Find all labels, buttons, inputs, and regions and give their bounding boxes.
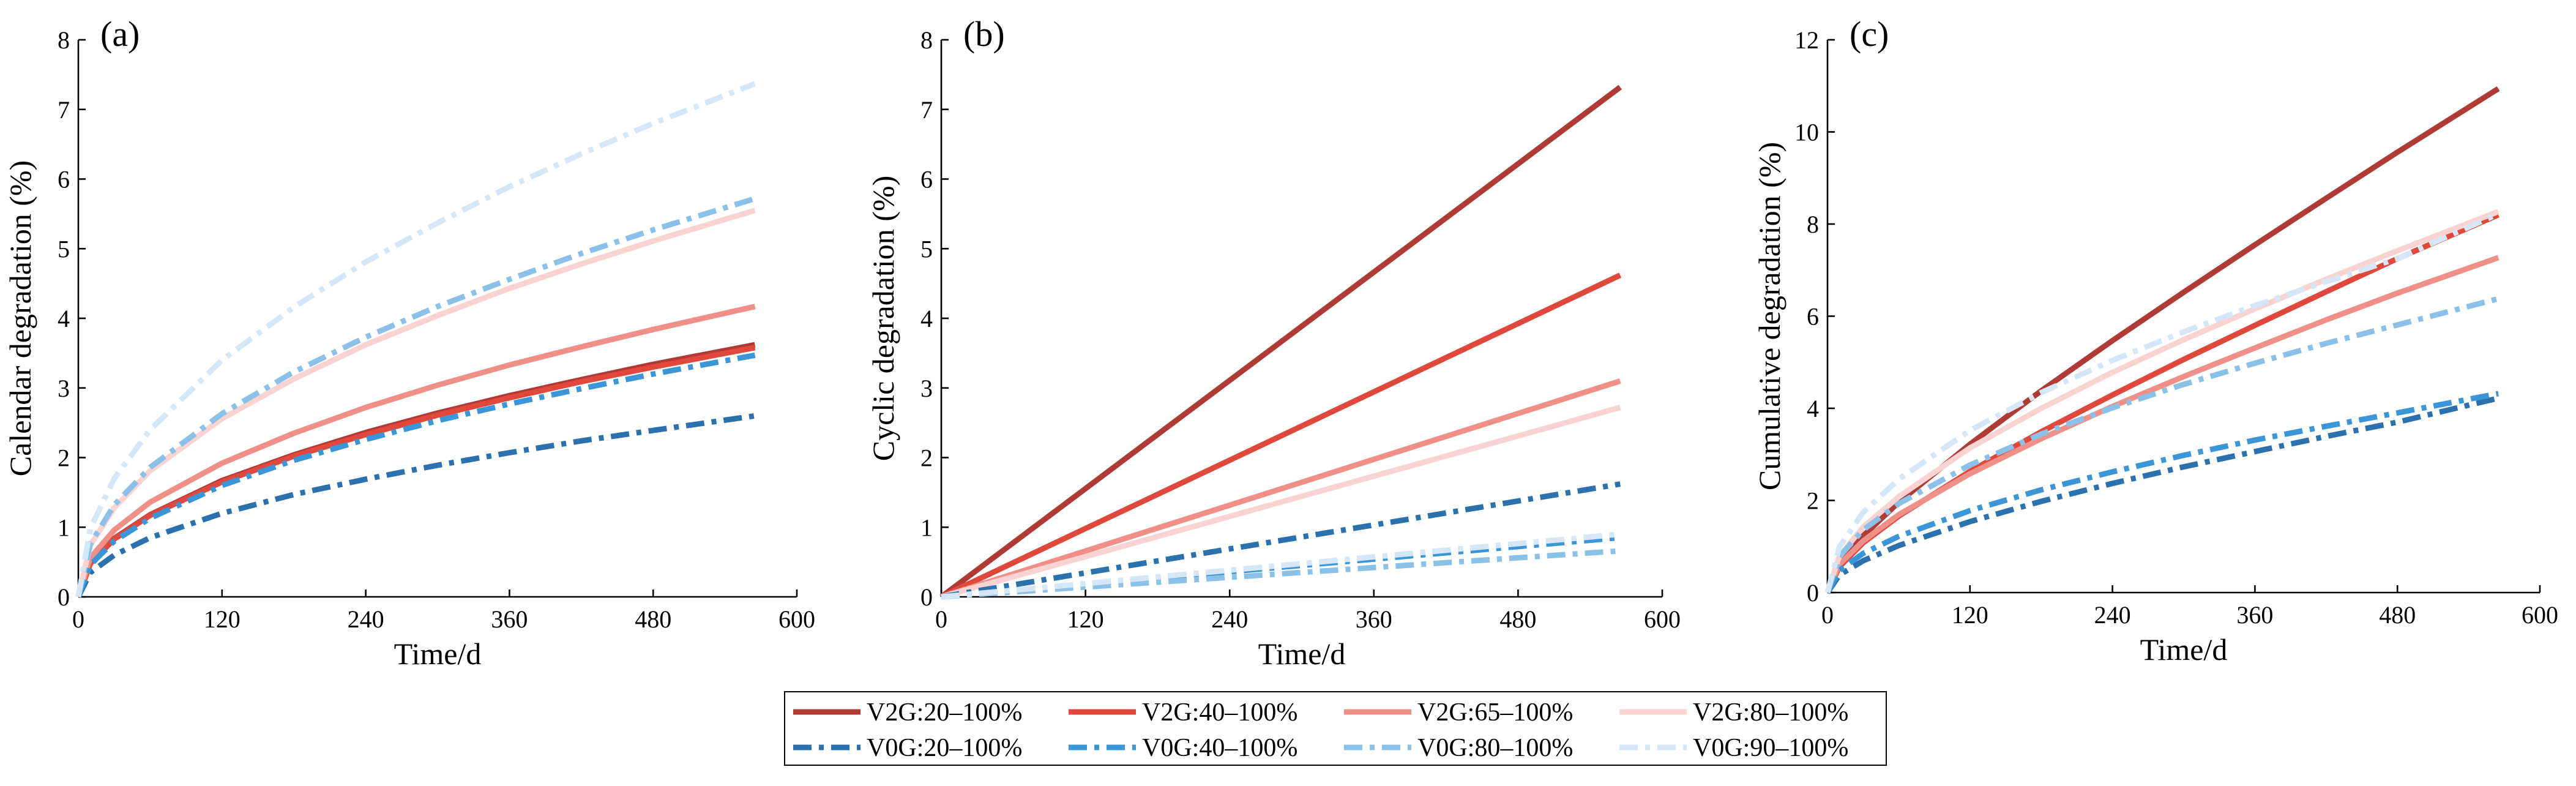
x-tick-label: 240 <box>1211 605 1248 633</box>
legend-box <box>784 691 1887 766</box>
series-line-v2g-40-100 <box>75 345 756 598</box>
series-line-v2g-80-100 <box>940 405 1621 600</box>
y-tick-label: 6 <box>920 166 933 193</box>
legend-label: V2G:65–100% <box>1417 698 1573 727</box>
x-tick-label: 240 <box>348 605 384 633</box>
series-line-v0g-40-100 <box>1825 391 2499 594</box>
series-line-v2g-20-100 <box>1824 86 2500 594</box>
y-tick-label: 0 <box>58 583 70 611</box>
panel-a-calendar-degradation: 0 120 240 360 480 600 0 1 2 3 4 5 6 7 8 Time/d Calendar … <box>3 14 815 671</box>
y-tick-label: 0 <box>920 583 933 611</box>
x-tick-label: 360 <box>2236 601 2273 629</box>
y-tick-label: 8 <box>1807 211 1819 238</box>
x-tick-label: 120 <box>1952 601 1988 629</box>
y-tick-label: 10 <box>1794 119 1819 146</box>
y-axis-title: Cyclic degradation (%) <box>866 176 900 461</box>
series-line-v0g-90-100 <box>1824 211 2499 594</box>
panel-label: (b) <box>963 14 1005 54</box>
x-tick-label: 120 <box>1067 605 1104 633</box>
y-axis-title: Calendar degradation (%) <box>3 160 37 476</box>
series-line-v2g-65-100 <box>75 304 756 598</box>
series-line-v2g-20-100 <box>939 84 1622 599</box>
panel-c-cumulative-degradation: 0 120 240 360 480 600 0 2 4 6 8 10 12 Time/d Cumulativ… <box>1752 14 2558 667</box>
y-tick-label: 8 <box>58 26 70 54</box>
x-tick-label: 480 <box>635 605 671 633</box>
y-tick-label: 2 <box>920 444 933 472</box>
x-tick-label: 360 <box>491 605 528 633</box>
series-line-v0g-80-100 <box>75 196 756 597</box>
x-tick-label: 600 <box>2522 601 2558 629</box>
y-tick-label: 1 <box>920 514 933 541</box>
y-tick-label: 6 <box>1807 303 1819 331</box>
x-tick-label: 0 <box>72 605 84 633</box>
x-axis-title: Time/d <box>2140 632 2228 667</box>
x-tick-label: 480 <box>1499 605 1536 633</box>
y-tick-label: 4 <box>58 305 70 332</box>
x-tick-label: 0 <box>935 605 947 633</box>
series-line-v0g-40-100 <box>75 352 756 598</box>
y-tick-label: 7 <box>58 96 70 124</box>
panel-label: (c) <box>1850 14 1889 54</box>
series-line-v0g-20-100 <box>1825 395 2499 594</box>
panel-b-cyclic-degradation: 0 120 240 360 480 600 0 1 2 3 4 5 6 7 8 Time/d Cyclic de… <box>866 14 1681 671</box>
x-tick-label: 360 <box>1356 605 1392 633</box>
x-tick-label: 0 <box>1821 601 1834 629</box>
series-line-v0g-90-100 <box>75 81 756 597</box>
x-axis-title: Time/d <box>1258 637 1346 671</box>
legend-label: V2G:40–100% <box>1142 698 1297 727</box>
y-tick-label: 7 <box>920 96 933 124</box>
series-line-v2g-80-100 <box>1824 209 2499 594</box>
y-tick-label: 12 <box>1794 26 1819 54</box>
y-tick-label: 4 <box>920 305 933 332</box>
series-line-v2g-80-100 <box>75 208 756 598</box>
panel-label: (a) <box>100 14 140 54</box>
y-tick-label: 8 <box>920 26 933 54</box>
y-tick-label: 2 <box>58 444 70 472</box>
x-tick-label: 480 <box>2379 601 2416 629</box>
legend-label: V0G:40–100% <box>1142 734 1297 762</box>
legend-label: V0G:90–100% <box>1693 734 1848 762</box>
y-tick-label: 3 <box>920 375 933 402</box>
y-tick-label: 5 <box>58 235 70 263</box>
series-line-v0g-20-100 <box>941 481 1621 600</box>
legend-label: V2G:80–100% <box>1693 698 1848 727</box>
series-line-v0g-20-100 <box>75 413 756 598</box>
x-tick-label: 600 <box>778 605 815 633</box>
x-tick-label: 240 <box>2094 601 2131 629</box>
y-tick-label: 2 <box>1807 487 1819 515</box>
y-tick-label: 0 <box>1807 579 1819 607</box>
series-line-v2g-65-100 <box>940 378 1621 600</box>
y-tick-label: 1 <box>58 514 70 541</box>
legend: V2G:20–100% V2G:40–100% V2G:65–100% V2G:80–… <box>784 691 1887 766</box>
x-tick-label: 120 <box>204 605 241 633</box>
y-axis-title: Cumulative degradation (%) <box>1752 142 1786 490</box>
series-line-v0g-80-100 <box>1824 296 2499 594</box>
series-line-v2g-40-100 <box>940 272 1622 600</box>
legend-label: V0G:80–100% <box>1417 734 1573 762</box>
y-tick-label: 3 <box>58 375 70 402</box>
y-tick-label: 4 <box>1807 395 1819 422</box>
legend-label: V0G:20–100% <box>867 734 1022 762</box>
x-axis-title: Time/d <box>394 637 482 671</box>
x-tick-label: 600 <box>1644 605 1681 633</box>
legend-label: V2G:20–100% <box>867 698 1022 727</box>
y-tick-label: 5 <box>920 235 933 263</box>
y-tick-label: 6 <box>58 166 70 193</box>
